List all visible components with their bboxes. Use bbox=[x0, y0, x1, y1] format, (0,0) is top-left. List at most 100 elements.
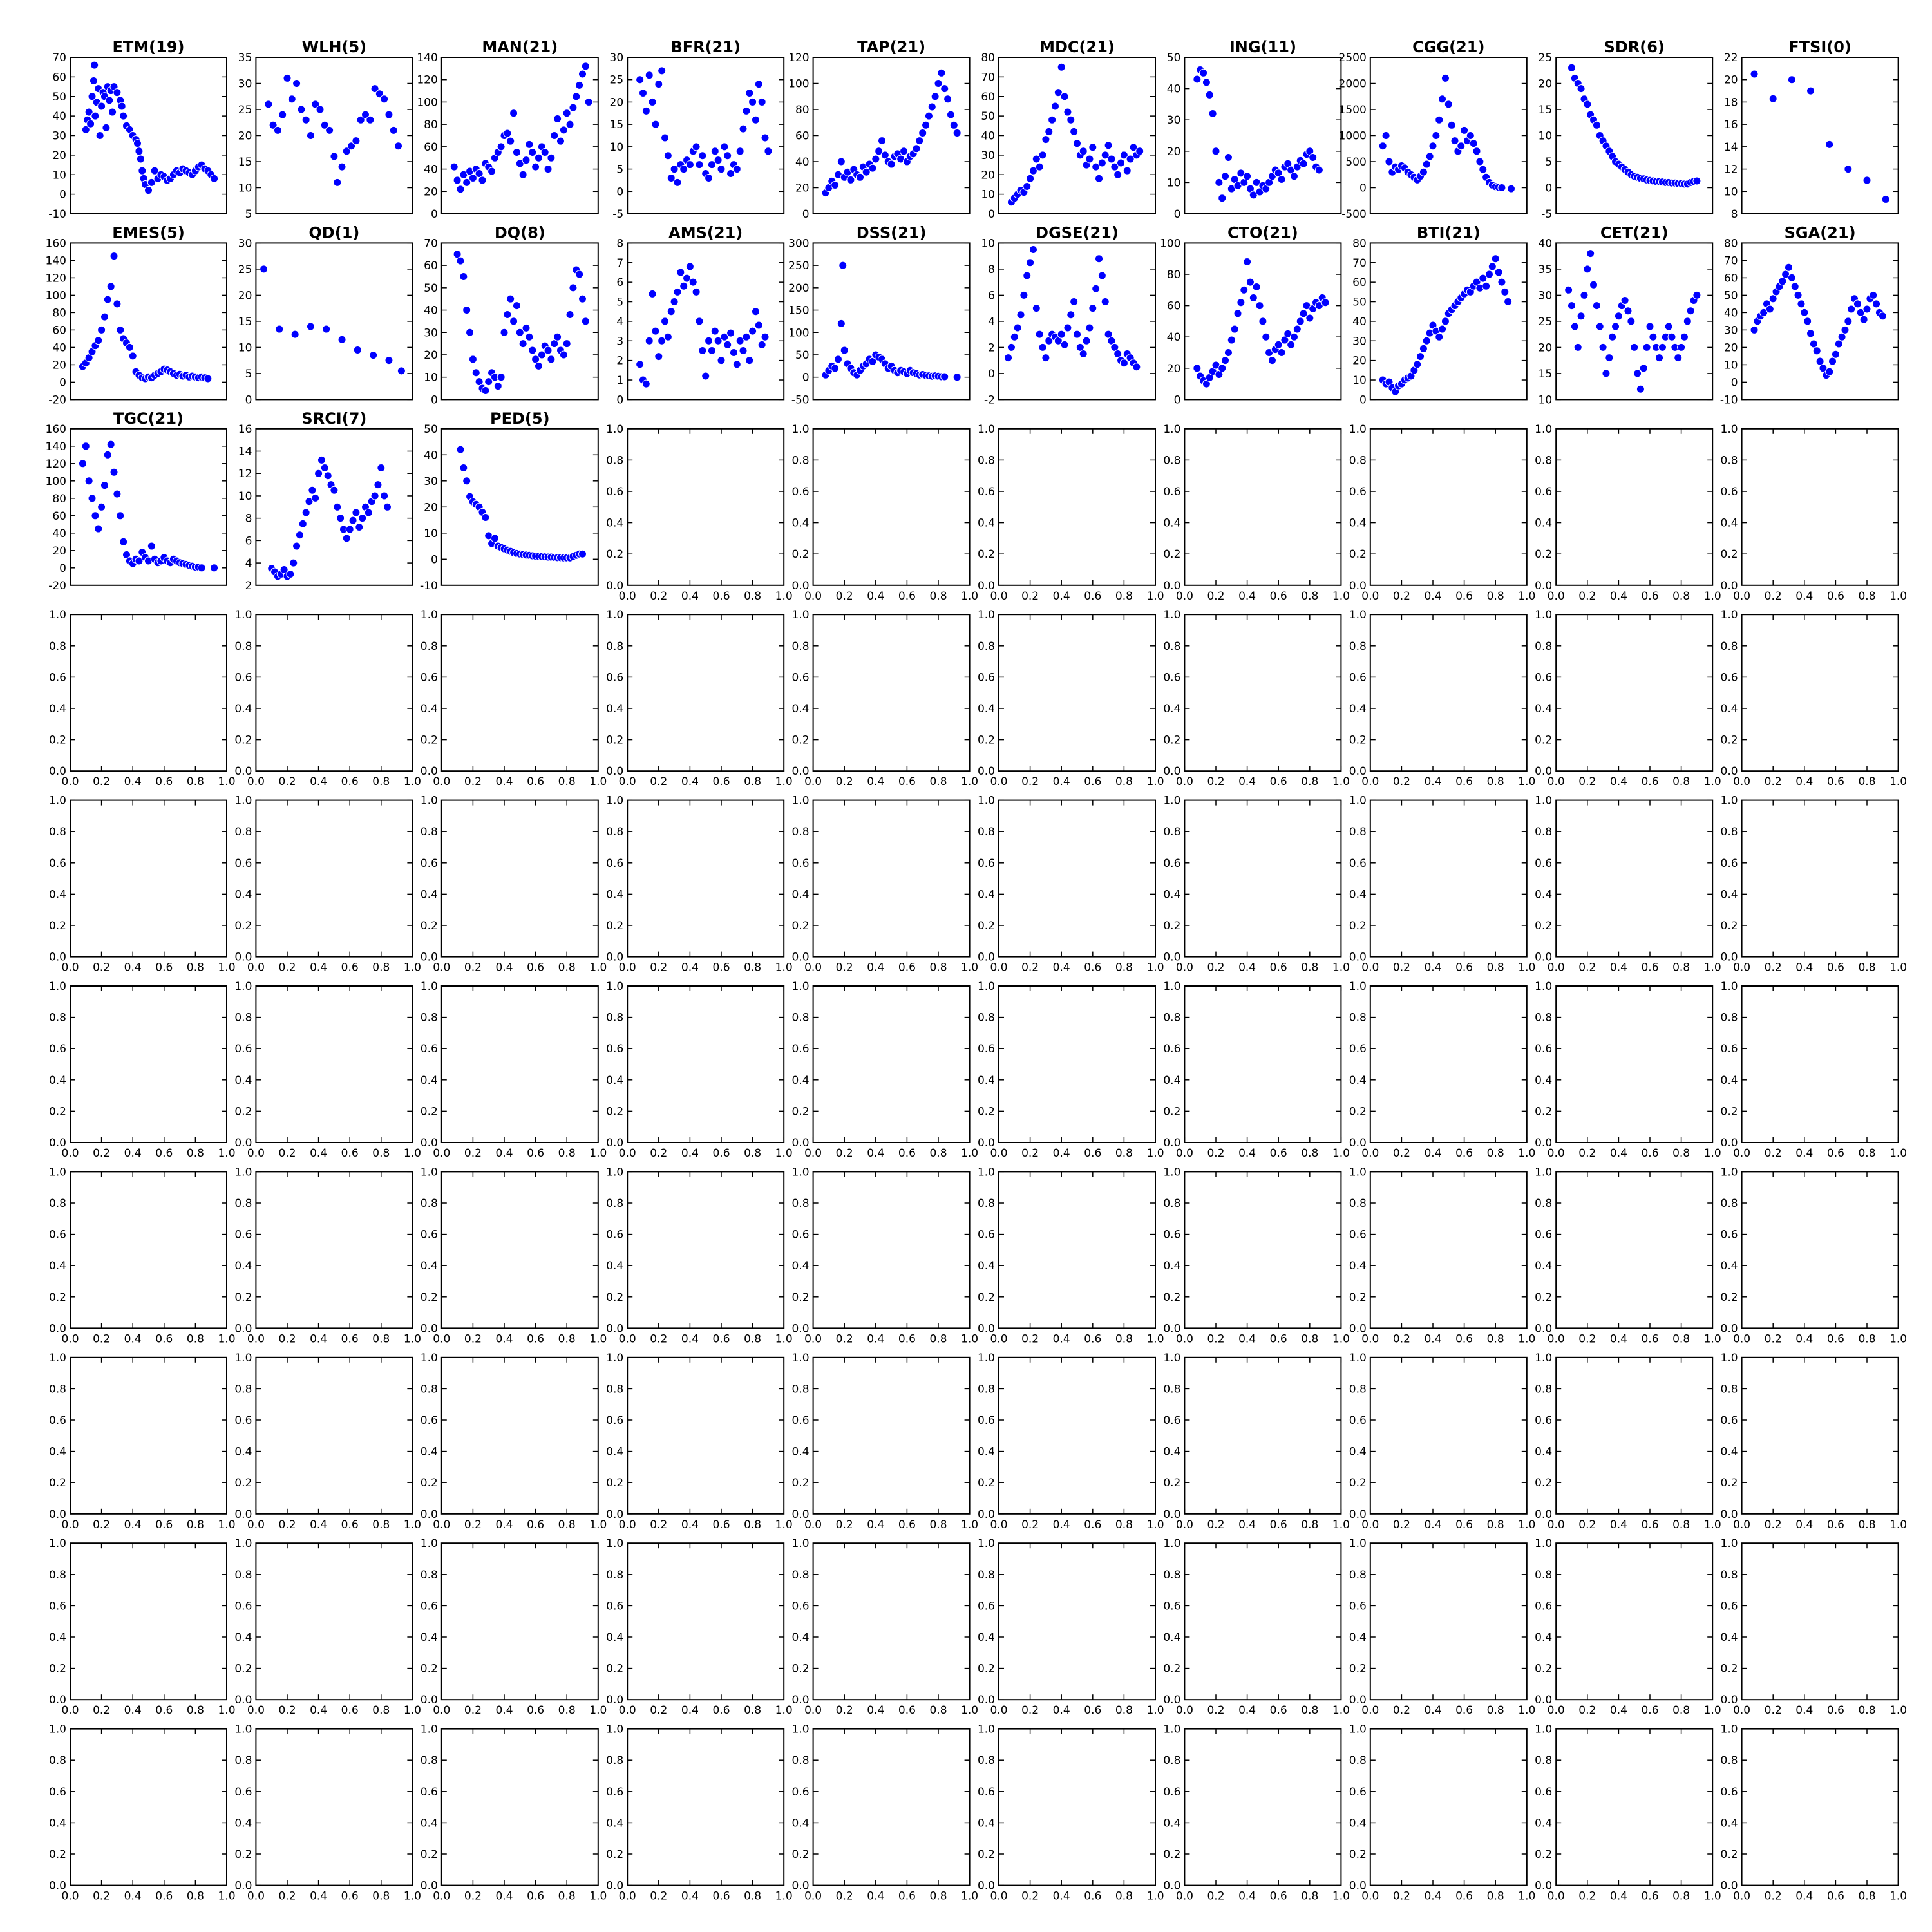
data-point bbox=[1750, 325, 1759, 334]
empty-subplot-69-ytick-label: 0.6 bbox=[1535, 1229, 1552, 1242]
empty-subplot-59-ytick-label: 0.6 bbox=[1535, 1043, 1552, 1056]
data-point bbox=[764, 147, 773, 156]
empty-subplot-100-xtick-label: 0.8 bbox=[1858, 1890, 1875, 1903]
subplot-45: 0.00.20.40.60.81.00.0 0.2 0.4 0.6 0.8 1.0 bbox=[792, 795, 979, 974]
subplot-20-ytick-label: 60 bbox=[1724, 272, 1738, 285]
subplot-12-ytick-label: 20 bbox=[238, 289, 252, 302]
data-point bbox=[506, 294, 515, 303]
data-point bbox=[103, 450, 112, 459]
data-point bbox=[900, 147, 909, 156]
subplot-1-ytick-label: -10 bbox=[48, 208, 66, 221]
subplot-13-ytick-label: 30 bbox=[424, 327, 438, 339]
empty-subplot-24-ytick-label: 0.6 bbox=[606, 486, 623, 498]
data-point bbox=[358, 514, 367, 523]
empty-subplot-70-xtick-label: 0.0 bbox=[1733, 1332, 1750, 1345]
empty-subplot-83-xtick-label: 0.0 bbox=[433, 1704, 450, 1717]
data-point bbox=[745, 356, 754, 365]
data-point bbox=[147, 178, 156, 187]
empty-subplot-48-ytick-label: 1.0 bbox=[1349, 795, 1367, 808]
data-point bbox=[645, 71, 654, 80]
empty-subplot-27-xtick-label: 0.4 bbox=[1238, 590, 1256, 603]
empty-subplot-42-xtick-label: 0.8 bbox=[372, 961, 390, 974]
data-point bbox=[497, 142, 506, 151]
subplot-18-ytick-label: 50 bbox=[1352, 296, 1367, 309]
empty-subplot-85-ytick-label: 0.8 bbox=[792, 1569, 810, 1582]
empty-subplot-62-ytick-label: 0.0 bbox=[234, 1322, 252, 1335]
subplot-40: 0.00.20.40.60.81.00.0 0.2 0.4 0.6 0.8 1.0 bbox=[1721, 609, 1908, 788]
empty-subplot-83-ytick-label: 0.0 bbox=[421, 1694, 438, 1707]
empty-subplot-55-xtick-label: 0.2 bbox=[836, 1147, 853, 1160]
subplot-22-ytick-label: 6 bbox=[245, 535, 252, 547]
data-point bbox=[1438, 325, 1447, 334]
subplot-20-ytick-label: 50 bbox=[1724, 289, 1738, 302]
empty-subplot-92-xtick-label: 1.0 bbox=[404, 1890, 421, 1903]
data-point bbox=[1674, 354, 1683, 363]
data-point bbox=[105, 96, 114, 105]
subplot-42: 0.00.20.40.60.81.00.0 0.2 0.4 0.6 0.8 1.0 bbox=[234, 795, 421, 974]
empty-subplot-32-ytick-label: 1.0 bbox=[234, 609, 252, 621]
data-point bbox=[714, 156, 723, 165]
empty-subplot-25-xtick-label: 0.2 bbox=[836, 590, 853, 603]
empty-subplot-87-ytick-label: 0.4 bbox=[1163, 1631, 1180, 1644]
data-point bbox=[726, 169, 735, 178]
data-point bbox=[94, 336, 103, 345]
empty-subplot-74-ytick-label: 0.2 bbox=[606, 1477, 623, 1490]
empty-subplot-24-ytick-label: 0.4 bbox=[606, 517, 623, 530]
empty-subplot-35-ytick-label: 0.4 bbox=[792, 703, 810, 715]
data-point bbox=[1768, 294, 1777, 303]
data-point bbox=[667, 173, 676, 182]
empty-subplot-44-xtick-label: 1.0 bbox=[775, 961, 793, 974]
empty-subplot-80-xtick-label: 0.4 bbox=[1795, 1519, 1813, 1531]
data-point bbox=[316, 105, 325, 114]
empty-subplot-66-xtick-label: 0.6 bbox=[1084, 1332, 1101, 1345]
subplot-74: 0.00.20.40.60.81.00.0 0.2 0.4 0.6 0.8 1.0 bbox=[606, 1352, 793, 1531]
empty-subplot-54-frame bbox=[627, 985, 785, 1143]
data-point bbox=[323, 471, 332, 480]
empty-subplot-57-ytick-label: 0.6 bbox=[1163, 1043, 1180, 1056]
empty-subplot-60-xtick-label: 1.0 bbox=[1889, 1147, 1907, 1160]
empty-subplot-61-ytick-label: 0.0 bbox=[49, 1322, 66, 1335]
empty-subplot-76-ytick-label: 1.0 bbox=[978, 1352, 995, 1365]
empty-subplot-55-ytick-label: 0.6 bbox=[792, 1043, 810, 1056]
data-point bbox=[751, 307, 760, 316]
subplot-3-ytick-label: 60 bbox=[424, 141, 438, 154]
empty-subplot-97-xtick-label: 0.4 bbox=[1238, 1890, 1256, 1903]
data-point bbox=[1573, 343, 1582, 352]
empty-subplot-33-xtick-label: 0.6 bbox=[527, 775, 544, 788]
empty-subplot-65-frame bbox=[812, 1171, 971, 1329]
subplot-9-ytick-label: 25 bbox=[1539, 52, 1553, 64]
data-point bbox=[1107, 155, 1116, 164]
scatter-points bbox=[636, 66, 773, 187]
empty-subplot-89-xtick-label: 0.8 bbox=[1672, 1704, 1690, 1717]
empty-subplot-49-xtick-label: 0.2 bbox=[1578, 961, 1596, 974]
data-point bbox=[1790, 282, 1799, 291]
subplot-6-ytick-label: 80 bbox=[981, 52, 995, 64]
empty-subplot-65-xtick-label: 0.6 bbox=[898, 1332, 916, 1345]
empty-subplot-81-ytick-label: 0.2 bbox=[49, 1663, 66, 1676]
empty-subplot-45-ytick-label: 0.2 bbox=[792, 920, 810, 933]
empty-subplot-53-xtick-label: 1.0 bbox=[589, 1147, 607, 1160]
empty-subplot-50-xtick-label: 1.0 bbox=[1889, 961, 1907, 974]
empty-subplot-35-ytick-label: 0.6 bbox=[792, 671, 810, 684]
empty-subplot-34-xtick-label: 1.0 bbox=[775, 775, 793, 788]
data-point bbox=[1258, 317, 1267, 326]
empty-subplot-73-ytick-label: 0.8 bbox=[421, 1383, 438, 1396]
empty-subplot-38-ytick-label: 0.8 bbox=[1349, 640, 1367, 653]
empty-subplot-45-xtick-label: 0.0 bbox=[804, 961, 822, 974]
subplot-16-ytick-label: 8 bbox=[988, 263, 995, 276]
data-point bbox=[481, 513, 490, 522]
empty-subplot-73-frame bbox=[440, 1356, 599, 1515]
data-point bbox=[915, 137, 924, 146]
empty-subplot-30-ytick-label: 0.4 bbox=[1721, 517, 1738, 530]
data-point bbox=[575, 80, 584, 90]
empty-subplot-68-ytick-label: 1.0 bbox=[1349, 1166, 1367, 1179]
empty-subplot-43-xtick-label: 1.0 bbox=[589, 961, 607, 974]
empty-subplot-27-ytick-label: 0.8 bbox=[1163, 454, 1180, 467]
data-point bbox=[135, 147, 144, 156]
subplot-69: 0.00.20.40.60.81.00.0 0.2 0.4 0.6 0.8 1.0 bbox=[1535, 1166, 1721, 1345]
empty-subplot-80-xtick-label: 0.0 bbox=[1733, 1519, 1750, 1531]
empty-subplot-72-ytick-label: 0.0 bbox=[234, 1508, 252, 1521]
empty-subplot-57-xtick-label: 1.0 bbox=[1332, 1147, 1350, 1160]
